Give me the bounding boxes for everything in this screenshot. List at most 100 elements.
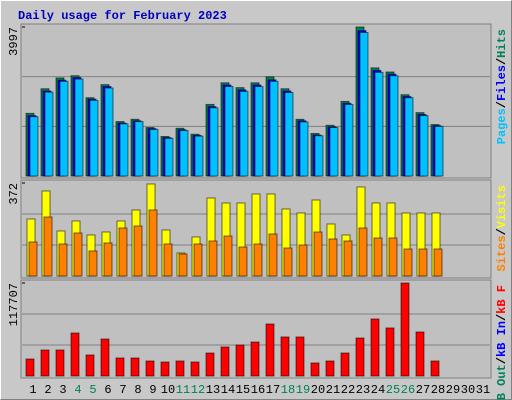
legend: kB Out/kB In/kB F: [495, 285, 509, 400]
legend-separator: /: [495, 101, 509, 108]
bar: [28, 241, 38, 277]
bar: [73, 232, 83, 277]
bar: [284, 91, 294, 177]
bar: [268, 233, 278, 277]
bar: [343, 240, 353, 277]
x-tick-label: 16: [251, 383, 265, 397]
legend-separator: /: [495, 357, 509, 364]
bar: [133, 225, 143, 277]
bar: [370, 318, 380, 377]
x-tick-label: 29: [446, 383, 460, 397]
bar: [235, 344, 245, 377]
x-tick-label: 12: [191, 383, 205, 397]
bar: [193, 243, 203, 277]
bar: [164, 137, 174, 177]
bar: [100, 338, 110, 377]
bar: [103, 242, 113, 277]
x-tick-label: 30: [461, 383, 475, 397]
bar: [254, 86, 264, 177]
bar: [403, 248, 413, 277]
x-tick-label: 17: [266, 383, 280, 397]
bar: [119, 123, 129, 177]
bar: [238, 246, 248, 277]
x-tick-label: 26: [401, 383, 415, 397]
bar: [355, 337, 365, 377]
x-tick-label: 22: [341, 383, 355, 397]
x-tick-label: 27: [416, 383, 430, 397]
bar: [194, 135, 204, 177]
bar: [418, 248, 428, 277]
x-tick-label: 10: [161, 383, 175, 397]
x-tick-label: 19: [296, 383, 310, 397]
x-tick-label: 21: [326, 383, 340, 397]
bar: [283, 247, 293, 277]
bar: [29, 116, 39, 177]
bar: [434, 125, 444, 177]
x-tick-label: 9: [149, 383, 156, 397]
bar: [359, 31, 369, 177]
bar: [40, 349, 50, 377]
bar: [269, 80, 279, 177]
chart-title: Daily usage for February 2023: [18, 9, 227, 23]
y-tick-label: 117707: [7, 283, 21, 326]
bar: [190, 361, 200, 377]
bar: [314, 135, 324, 177]
legend-entry: Visits: [495, 185, 509, 228]
legend-entry: kB Out: [495, 364, 509, 400]
bar: [388, 237, 398, 277]
bar: [223, 235, 233, 277]
bar: [178, 253, 188, 277]
bar: [344, 103, 354, 177]
bar: [58, 243, 68, 277]
bar: [85, 354, 95, 377]
legend: Sites/Visits: [495, 185, 509, 271]
x-tick-label: 4: [74, 383, 81, 397]
bar: [59, 80, 69, 177]
bar: [385, 327, 395, 377]
bar: [160, 361, 170, 377]
bar: [89, 99, 99, 177]
bar: [325, 360, 335, 377]
x-tick-label: 5: [89, 383, 96, 397]
x-tick-label: 7: [119, 383, 126, 397]
bar: [415, 331, 425, 377]
y-tick-label: 3997: [7, 27, 21, 56]
legend-entry: Hits: [495, 29, 509, 58]
bar: [130, 357, 140, 377]
bar: [265, 323, 275, 377]
x-tick-label: 31: [476, 383, 490, 397]
bar: [55, 349, 65, 377]
legend-entry: kB In: [495, 321, 509, 357]
bar: [310, 362, 320, 377]
bar: [179, 130, 189, 177]
x-tick-label: 6: [104, 383, 111, 397]
bar: [175, 360, 185, 377]
bar: [358, 227, 368, 277]
legend-entry: Files: [495, 65, 509, 101]
bar: [253, 243, 263, 277]
bar: [295, 336, 305, 377]
bar: [220, 346, 230, 377]
bar: [148, 209, 158, 277]
bar: [208, 240, 218, 277]
legend-entry: Sites: [495, 235, 509, 271]
bar: [224, 86, 234, 177]
x-tick-label: 28: [431, 383, 445, 397]
bar: [373, 237, 383, 277]
y-tick-label: 372: [7, 183, 21, 205]
bar: [299, 121, 309, 177]
bar: [433, 248, 443, 277]
bar: [250, 341, 260, 377]
bar: [328, 238, 338, 277]
bar: [340, 352, 350, 377]
bar: [298, 244, 308, 277]
bar: [74, 78, 84, 177]
bar: [25, 358, 35, 377]
bar: [149, 128, 159, 177]
bar: [404, 97, 414, 177]
x-tick-label: 23: [356, 383, 370, 397]
bar: [163, 243, 173, 277]
x-tick-label: 2: [44, 383, 51, 397]
bar: [430, 360, 440, 377]
